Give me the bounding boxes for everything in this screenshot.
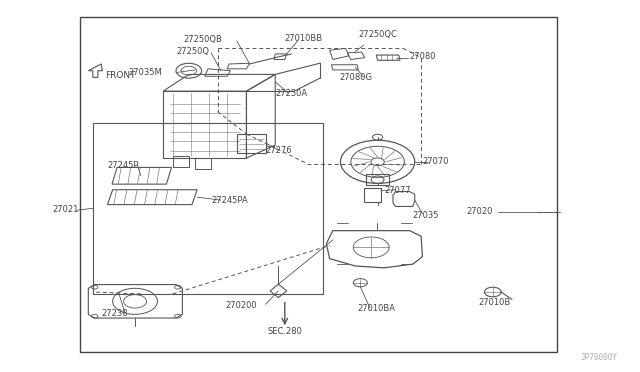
Text: FRONT: FRONT <box>106 71 136 80</box>
Text: 27021: 27021 <box>52 205 79 214</box>
Text: JP70000Y: JP70000Y <box>580 353 618 362</box>
Text: 27010BB: 27010BB <box>285 34 323 43</box>
Text: 27035: 27035 <box>413 211 439 219</box>
Text: 27080G: 27080G <box>339 73 372 82</box>
Text: 27245P: 27245P <box>108 161 139 170</box>
Text: 27250A: 27250A <box>275 89 307 98</box>
Bar <box>366 174 389 185</box>
Bar <box>80 17 557 352</box>
Text: 27035M: 27035M <box>128 68 162 77</box>
Text: 27070: 27070 <box>422 157 449 166</box>
Text: 27010B: 27010B <box>479 298 511 307</box>
Text: SEC.280: SEC.280 <box>268 327 302 336</box>
Text: 27077: 27077 <box>384 186 411 195</box>
Text: 27245PA: 27245PA <box>211 196 248 205</box>
Bar <box>364 188 381 202</box>
Text: 27238: 27238 <box>101 310 128 318</box>
Text: 27250Q: 27250Q <box>177 47 210 56</box>
Text: 27250QB: 27250QB <box>183 35 222 44</box>
Bar <box>93 123 323 294</box>
Text: 27276: 27276 <box>266 146 292 155</box>
Text: 27010BA: 27010BA <box>357 304 395 313</box>
Text: 270200: 270200 <box>225 301 257 310</box>
Text: 27250QC: 27250QC <box>358 30 397 39</box>
Text: 27080: 27080 <box>410 52 436 61</box>
Text: 27020: 27020 <box>467 207 493 216</box>
